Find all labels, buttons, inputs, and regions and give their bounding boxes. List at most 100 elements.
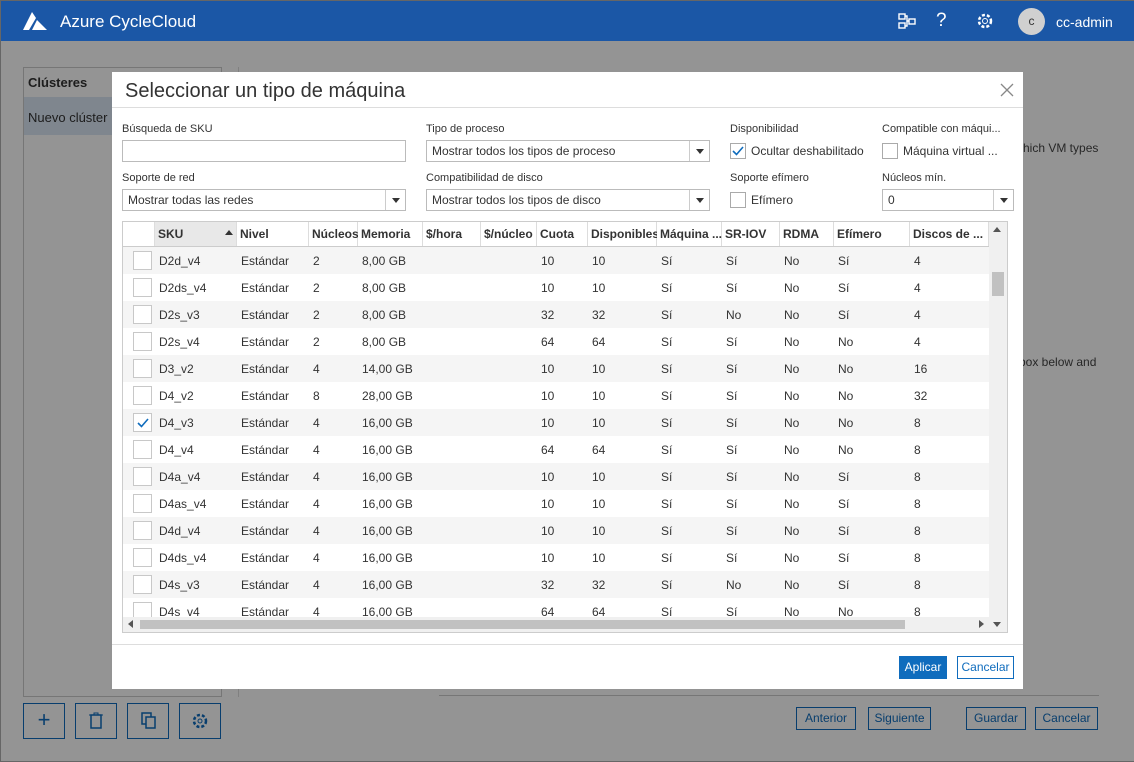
row-checkbox[interactable] (133, 521, 152, 540)
table-cell: 64 (541, 335, 555, 349)
username[interactable]: cc-admin (1056, 14, 1113, 30)
column-header[interactable]: Máquina ... (657, 222, 722, 246)
icon-button[interactable] (179, 703, 221, 739)
table-cell: 10 (592, 362, 606, 376)
table-cell: No (784, 551, 800, 565)
table-cell: 10 (541, 389, 555, 403)
table-row[interactable]: D4d_v4 Estándar 4 16,00 GB 10 10 Sí Sí No Sí 8 (123, 517, 989, 544)
row-checkbox[interactable] (133, 548, 152, 567)
column-header[interactable]: Cuota (537, 222, 588, 246)
table-cell: 4 (313, 524, 320, 538)
row-checkbox[interactable] (133, 359, 152, 378)
table-cell: No (838, 335, 854, 349)
network-select[interactable]: Mostrar todas las redes (122, 189, 406, 211)
table-row[interactable]: D2ds_v4 Estándar 2 8,00 GB 10 10 Sí Sí No Sí 4 (123, 274, 989, 301)
filter-label: Compatibilidad de disco (426, 172, 543, 184)
apply-button[interactable]: Aplicar (899, 656, 947, 679)
cancel-button[interactable]: Cancelar (1035, 707, 1098, 730)
table-row[interactable]: D4_v3 Estándar 4 16,00 GB 10 10 Sí Sí No No 8 (123, 409, 989, 436)
column-header[interactable]: Efímero (834, 222, 910, 246)
row-checkbox[interactable] (133, 251, 152, 270)
row-checkbox[interactable] (133, 332, 152, 351)
row-checkbox[interactable] (133, 386, 152, 405)
icon-button[interactable]: + (23, 703, 65, 739)
table-row[interactable]: D2d_v4 Estándar 2 8,00 GB 10 10 Sí Sí No Sí 4 (123, 247, 989, 274)
column-header[interactable]: Memoria (358, 222, 423, 246)
settings-icon[interactable] (976, 12, 994, 30)
table-cell: 16,00 GB (362, 605, 413, 617)
column-title: Memoria (361, 227, 411, 241)
table-cell: Sí (661, 281, 673, 295)
table-cell: D4_v3 (159, 416, 194, 430)
row-checkbox[interactable] (133, 305, 152, 324)
table-cell: Sí (726, 443, 738, 457)
next-button[interactable]: Siguiente (868, 707, 931, 730)
table-row[interactable]: D2s_v4 Estándar 2 8,00 GB 64 64 Sí Sí No No 4 (123, 328, 989, 355)
table-cell: Estándar (241, 605, 290, 617)
table-row[interactable]: D4a_v4 Estándar 4 16,00 GB 10 10 Sí Sí No Sí 8 (123, 463, 989, 490)
row-checkbox[interactable] (133, 575, 152, 594)
compute-type-select[interactable]: Mostrar todos los tipos de proceso (426, 140, 710, 162)
table-cell: No (784, 389, 800, 403)
column-header[interactable]: SKU (155, 222, 237, 246)
checkbox[interactable] (730, 192, 746, 208)
table-row[interactable]: D4_v2 Estándar 8 28,00 GB 10 10 Sí Sí No No 32 (123, 382, 989, 409)
column-header[interactable]: Nivel (237, 222, 309, 246)
table-cell: Sí (661, 389, 673, 403)
table-row[interactable]: D4ds_v4 Estándar 4 16,00 GB 10 10 Sí Sí No Sí 8 (123, 544, 989, 571)
min-cores-select[interactable]: 0 (882, 189, 1014, 211)
table-cell: 10 (541, 362, 555, 376)
column-header[interactable]: $/núcleo (481, 222, 537, 246)
column-header[interactable]: RDMA (780, 222, 834, 246)
row-checkbox[interactable] (133, 440, 152, 459)
row-checkbox[interactable] (133, 278, 152, 297)
table-cell: Sí (661, 362, 673, 376)
table-cell: 8 (914, 524, 921, 538)
avatar[interactable]: c (1018, 8, 1045, 35)
help-icon[interactable]: ? (936, 10, 947, 31)
filter-label: Disponibilidad (730, 123, 799, 135)
row-checkbox[interactable] (133, 467, 152, 486)
table-cell: No (784, 578, 800, 592)
table-cell: Estándar (241, 443, 290, 457)
sidebar-item[interactable]: Nuevo clúster (28, 110, 108, 125)
horizontal-scrollbar[interactable] (123, 617, 989, 632)
table-cell: 2 (313, 254, 320, 268)
row-checkbox[interactable] (133, 494, 152, 513)
column-header[interactable]: Núcleos (309, 222, 359, 246)
icon-button[interactable] (127, 703, 169, 739)
table-cell: 4 (313, 362, 320, 376)
save-button[interactable]: Guardar (966, 707, 1026, 730)
table-row[interactable]: D4_v4 Estándar 4 16,00 GB 64 64 Sí Sí No No 8 (123, 436, 989, 463)
table-row[interactable]: D2s_v3 Estándar 2 8,00 GB 32 32 Sí No No Sí 4 (123, 301, 989, 328)
column-header[interactable]: Disponibles (588, 222, 659, 246)
filter-label: Compatible con máqui... (882, 123, 1001, 135)
table-cell: 10 (592, 497, 606, 511)
table-cell: 8 (914, 470, 921, 484)
table-row[interactable]: D3_v2 Estándar 4 14,00 GB 10 10 Sí Sí No No 16 (123, 355, 989, 382)
header: Azure CycleCloud ? c cc-admin (1, 1, 1134, 41)
icon-button[interactable] (75, 703, 117, 739)
sku-input[interactable] (122, 140, 406, 162)
table-cell: Sí (838, 254, 850, 268)
table-cell: No (838, 362, 854, 376)
column-header[interactable]: $/hora (423, 222, 481, 246)
table-cell: 8 (914, 416, 921, 430)
network-icon[interactable] (897, 12, 917, 30)
vertical-scrollbar[interactable] (989, 222, 1007, 632)
table-row[interactable]: D4s_v3 Estándar 4 16,00 GB 32 32 Sí No No Sí 8 (123, 571, 989, 598)
checkbox[interactable] (882, 143, 898, 159)
cancel-button[interactable]: Cancelar (957, 656, 1014, 679)
table-row[interactable]: D4s_v4 Estándar 4 16,00 GB 64 64 Sí Sí No No 8 (123, 598, 989, 617)
back-button[interactable]: Anterior (796, 707, 856, 730)
close-icon[interactable] (999, 82, 1015, 98)
checkbox[interactable] (730, 143, 746, 159)
row-checkbox[interactable] (133, 602, 152, 617)
table-cell: 10 (541, 281, 555, 295)
column-header[interactable]: SR-IOV (722, 222, 780, 246)
column-header[interactable]: Discos de ... (910, 222, 989, 246)
disk-select[interactable]: Mostrar todos los tipos de disco (426, 189, 710, 211)
table-row[interactable]: D4as_v4 Estándar 4 16,00 GB 10 10 Sí Sí No Sí 8 (123, 490, 989, 517)
brand[interactable]: Azure CycleCloud (60, 12, 197, 31)
row-checkbox[interactable] (133, 413, 152, 432)
